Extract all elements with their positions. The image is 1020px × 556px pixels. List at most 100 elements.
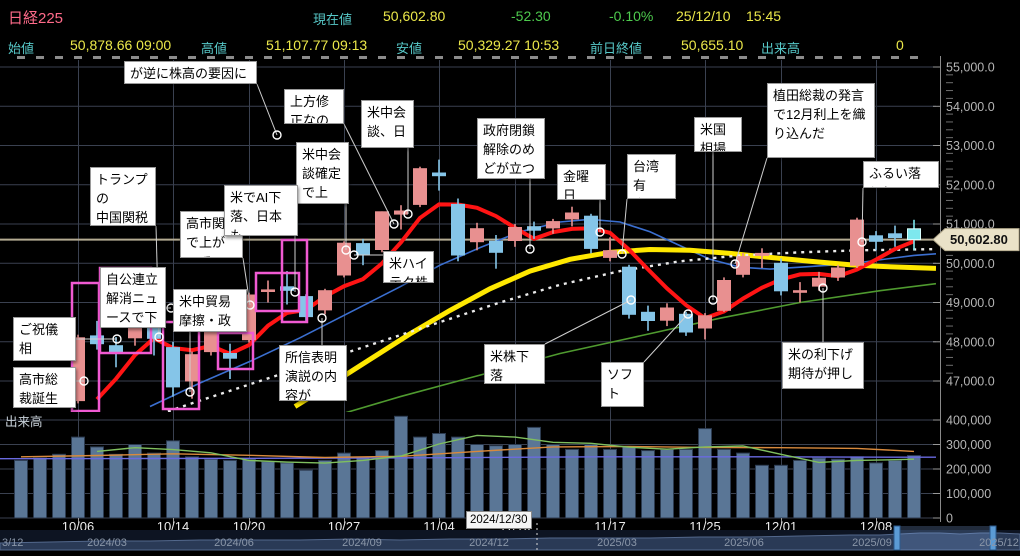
candle (565, 212, 579, 220)
annotation-anchor-circle (525, 244, 535, 254)
volume-bar (470, 444, 484, 518)
candle (698, 315, 712, 329)
annotation-anchor-circle (154, 332, 164, 342)
annotation-note[interactable]: 上方修 正なので (284, 89, 344, 124)
candle (831, 267, 845, 278)
volume-bar (527, 426, 541, 518)
annotation-note[interactable]: 金曜日 14:00 (557, 164, 606, 200)
volume-bar (755, 464, 769, 518)
low-value: 50,329.27 10:53 (458, 37, 560, 53)
ma-green-line (345, 282, 936, 412)
navigator-label: 2025/06 (724, 537, 764, 549)
candle (15, 448, 28, 456)
annotation-anchor-circle (730, 259, 740, 269)
annotation-note[interactable]: ソフト バンク (601, 362, 644, 407)
annotation-note[interactable]: 所信表明 演説の内 容が (279, 345, 347, 401)
candle (546, 221, 560, 229)
candle (375, 211, 389, 251)
volume-bar (565, 448, 579, 518)
annotation-note[interactable]: 米でAI下 落、日本も 下落、他の (224, 185, 298, 236)
candle (888, 233, 902, 239)
symbol-name: 日経225 (8, 10, 64, 27)
navigator-label: 2025/03 (597, 537, 637, 549)
navigator-date-tooltip: 2024/12/30 (466, 511, 532, 529)
price-axis-label: 47,000.0 (946, 375, 995, 389)
candle (584, 215, 598, 249)
highlight-box[interactable] (254, 271, 301, 313)
annotation-note[interactable]: 自公連立 解消ニュ ースで下 (100, 267, 166, 328)
candle (109, 345, 123, 353)
volume-bar (223, 459, 237, 518)
volume-panel-title: 出来高 (5, 415, 43, 429)
annotation-note[interactable]: ふるい落とし (863, 161, 939, 188)
volume-label: 出来高 (761, 41, 801, 56)
candle (603, 250, 617, 258)
price-axis-label: 48,000.0 (946, 335, 995, 349)
annotation-anchor-circle (595, 227, 605, 237)
navigator-handle[interactable] (989, 525, 997, 551)
price-axis-label: 55,000.0 (946, 61, 995, 75)
candle (774, 262, 788, 292)
candle (736, 256, 750, 275)
annotation-leader-line (242, 257, 251, 306)
candle (470, 228, 484, 243)
volume-bar (831, 458, 845, 518)
annotation-note[interactable]: 高市総 裁誕生で (13, 367, 76, 408)
volume-ma-green (96, 434, 915, 464)
annotation-note[interactable]: 米中会 談確定 で上 (296, 142, 349, 204)
candle (413, 168, 427, 205)
volume-bar (489, 445, 503, 518)
candle (907, 228, 921, 241)
volume-bar (869, 462, 883, 518)
navigator-label: 2024/06 (214, 537, 254, 549)
volume-bar (261, 461, 275, 518)
navigator-label: 2024/12 (469, 537, 509, 549)
navigator-label: 2025/12 (979, 537, 1019, 549)
navigator-handle[interactable] (893, 525, 901, 551)
candle (261, 289, 275, 292)
volume-bar (793, 459, 807, 518)
annotation-note[interactable]: 植田総裁の発言 で12月利上を織 り込んだ (767, 83, 875, 158)
highlight-box[interactable] (216, 331, 255, 371)
volume-bar (375, 450, 389, 518)
volume-panel (0, 415, 936, 518)
candle (337, 242, 351, 276)
annotation-anchor-circle (626, 295, 636, 305)
volume-bar (736, 452, 750, 518)
volume-bar (14, 459, 28, 518)
open-label: 始値 (8, 41, 35, 56)
annotation-note[interactable]: 米中会 談、日 (361, 100, 414, 148)
annotation-anchor-circle (185, 387, 195, 397)
candle (53, 422, 66, 434)
volume-bar (717, 448, 731, 518)
candle (641, 311, 655, 321)
annotation-anchor-circle (317, 313, 327, 323)
annotation-note[interactable]: 政府閉鎖 解除のめ どが立つ (477, 118, 545, 179)
annotation-note[interactable]: 米の利下げ 期待が押し (782, 342, 864, 389)
price-axis-label: 49,000.0 (946, 296, 995, 310)
candle (850, 219, 864, 266)
navigator-selection[interactable] (897, 526, 993, 550)
price-axis-label: 51,000.0 (946, 218, 995, 232)
annotation-note[interactable]: 米ハイ テク株 (383, 251, 434, 283)
volume-bar (204, 458, 218, 518)
candle (356, 243, 370, 256)
volume-bar (185, 456, 199, 518)
annotation-anchor-circle (349, 250, 359, 260)
annotation-note[interactable]: ご祝儀相 場は高市 (13, 317, 76, 361)
annotation-note[interactable]: トランプの 中国関税 100%の (90, 167, 156, 226)
change-percent: -0.10% (609, 8, 654, 24)
navigator-label: 2024/03 (87, 537, 127, 549)
annotation-note[interactable]: 米国 相場 (694, 117, 742, 152)
volume-bar (546, 444, 560, 518)
low-label: 安値 (396, 41, 423, 56)
volume-bar (147, 452, 161, 518)
price-axis-label: 50,000.0 (946, 257, 995, 271)
volume-bar (584, 444, 598, 518)
annotation-anchor-circle (290, 287, 300, 297)
annotation-note[interactable]: が逆に株高の要因にな (124, 61, 257, 84)
annotation-note[interactable]: 米中貿易 摩擦・政 (173, 289, 247, 332)
annotation-note[interactable]: 台湾有 事関連 (627, 154, 676, 199)
volume-axis-label: 0 (946, 512, 953, 526)
